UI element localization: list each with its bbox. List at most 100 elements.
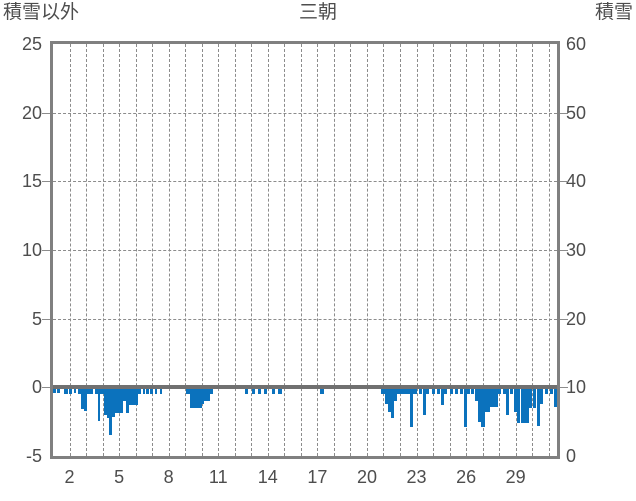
gridline-vertical — [185, 44, 187, 456]
bar — [186, 387, 190, 395]
bar — [207, 387, 210, 402]
gridline-vertical — [234, 44, 236, 456]
bar — [98, 387, 100, 422]
y-axis-left-tick-label: 5 — [31, 308, 42, 329]
x-axis-tick-label: 8 — [163, 467, 174, 487]
bar — [109, 387, 112, 436]
bar — [272, 387, 275, 395]
bar — [74, 387, 76, 394]
gridline-vertical — [400, 44, 402, 456]
bar — [193, 387, 196, 409]
bar — [514, 387, 517, 413]
x-axis-tick-label: 17 — [307, 467, 328, 487]
x-axis-tick-label: 29 — [505, 467, 526, 487]
y-axis-right-tick-label: 50 — [566, 102, 587, 123]
bar — [450, 387, 453, 395]
tickmark-right — [560, 318, 568, 320]
gridline-vertical — [102, 44, 104, 456]
bar — [529, 387, 532, 409]
bar — [115, 387, 119, 414]
bar — [210, 387, 213, 395]
gridline-vertical — [218, 44, 220, 456]
y-axis-left-tick-label: 10 — [21, 240, 42, 260]
tickmark-right — [560, 250, 568, 251]
bar — [202, 387, 204, 405]
y-axis-right-tick-label: 40 — [566, 171, 587, 192]
y-axis-right-tick-label: 0 — [566, 446, 577, 466]
gridline-vertical — [135, 44, 137, 456]
bar — [475, 387, 478, 402]
bar — [485, 387, 490, 413]
bar — [419, 387, 422, 395]
zero-baseline — [53, 385, 557, 390]
y-axis-right-tick-label: 20 — [566, 308, 587, 329]
bar — [69, 387, 72, 395]
bar — [84, 387, 87, 412]
bar — [478, 387, 481, 423]
chart-title: 三朝 — [298, 2, 337, 23]
bar — [467, 387, 470, 395]
bar — [143, 387, 145, 395]
bar — [444, 387, 447, 395]
bar — [278, 387, 282, 395]
bar — [441, 387, 444, 406]
tickmark-left — [42, 387, 50, 389]
bar — [388, 387, 391, 413]
plot-area — [50, 41, 560, 459]
gridline-vertical — [251, 44, 253, 456]
bar — [155, 387, 157, 395]
gridline-vertical — [449, 44, 451, 456]
bar — [426, 387, 429, 395]
gridline-vertical — [416, 44, 418, 456]
bar — [464, 387, 467, 428]
bar — [506, 387, 509, 416]
gridline-vertical — [433, 44, 435, 456]
gridline-vertical — [466, 44, 468, 456]
bar — [510, 387, 513, 395]
gridline-vertical — [482, 44, 484, 456]
bar — [481, 387, 485, 428]
bar — [381, 387, 385, 395]
bar — [432, 387, 435, 395]
bar — [550, 387, 553, 395]
bar — [138, 387, 141, 395]
x-axis-tick-label: 20 — [356, 467, 377, 487]
x-axis-tick-label: 23 — [406, 467, 427, 487]
gridline-vertical — [350, 44, 352, 456]
gridline-horizontal — [53, 112, 557, 114]
bar — [107, 387, 109, 419]
gridline-vertical — [333, 44, 335, 456]
tickmark-left — [42, 318, 50, 320]
bar — [100, 387, 104, 395]
bar — [525, 387, 529, 424]
y-axis-right-tick-label: 60 — [566, 34, 587, 54]
tickmark-right — [560, 387, 568, 389]
bar — [391, 387, 394, 419]
bar — [423, 387, 426, 416]
right-axis-title: 積雪 — [594, 2, 633, 23]
y-axis-right-tick-label: 30 — [566, 240, 587, 260]
bar — [385, 387, 388, 405]
x-axis-tick-label: 5 — [114, 467, 125, 487]
tickmark-left — [42, 250, 50, 251]
y-axis-left-tick-label: 20 — [21, 102, 42, 123]
bar — [146, 387, 149, 395]
bar — [119, 387, 123, 414]
gridline-horizontal — [53, 318, 557, 320]
bar — [410, 387, 413, 428]
gridline-horizontal — [53, 250, 557, 251]
bar — [112, 387, 115, 418]
gridline-vertical — [300, 44, 302, 456]
bar — [521, 387, 525, 424]
bar — [160, 387, 162, 395]
bar — [455, 387, 458, 395]
bar — [397, 387, 405, 395]
bar — [413, 387, 417, 395]
bar — [494, 387, 498, 408]
bar — [245, 387, 248, 395]
bar — [150, 387, 153, 395]
bar — [252, 387, 255, 395]
gridline-vertical — [267, 44, 269, 456]
bar — [204, 387, 207, 402]
